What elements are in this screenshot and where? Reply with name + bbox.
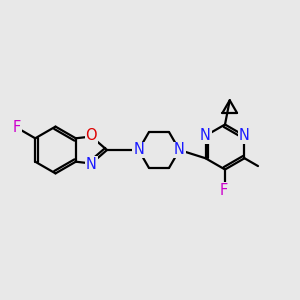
Text: F: F (219, 183, 228, 198)
Text: N: N (174, 142, 185, 158)
Text: N: N (86, 157, 97, 172)
Text: N: N (239, 128, 250, 143)
Text: O: O (85, 128, 97, 143)
Text: F: F (13, 120, 21, 135)
Text: N: N (133, 142, 144, 158)
Text: N: N (200, 128, 211, 143)
